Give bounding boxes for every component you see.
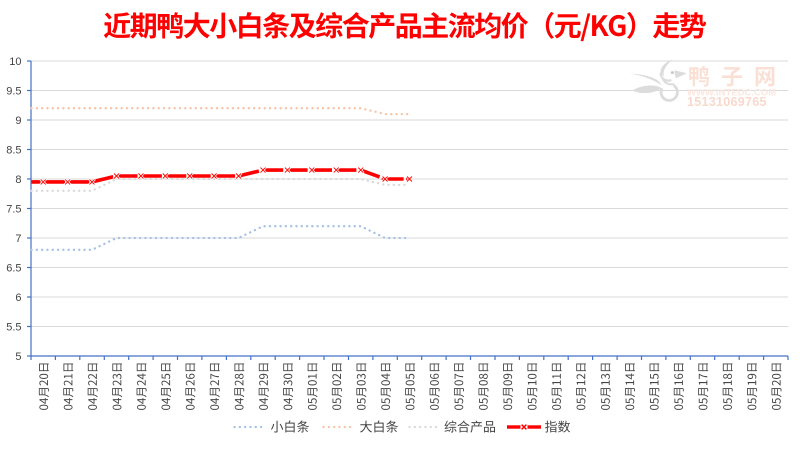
svg-text:9.5: 9.5 xyxy=(6,85,21,97)
svg-text:9: 9 xyxy=(15,115,21,127)
svg-text:6: 6 xyxy=(15,292,21,304)
svg-text:10: 10 xyxy=(9,56,21,68)
svg-text:5.5: 5.5 xyxy=(6,321,21,333)
svg-text:WWW.INTEDC.COM: WWW.INTEDC.COM xyxy=(687,88,776,99)
svg-text:8.5: 8.5 xyxy=(6,144,21,156)
svg-text:6.5: 6.5 xyxy=(6,262,21,274)
svg-text:5: 5 xyxy=(15,351,21,363)
svg-text:7.5: 7.5 xyxy=(6,203,21,215)
svg-text:15131069765: 15131069765 xyxy=(687,95,767,109)
svg-text:8: 8 xyxy=(15,174,21,186)
svg-text:7: 7 xyxy=(15,233,21,245)
